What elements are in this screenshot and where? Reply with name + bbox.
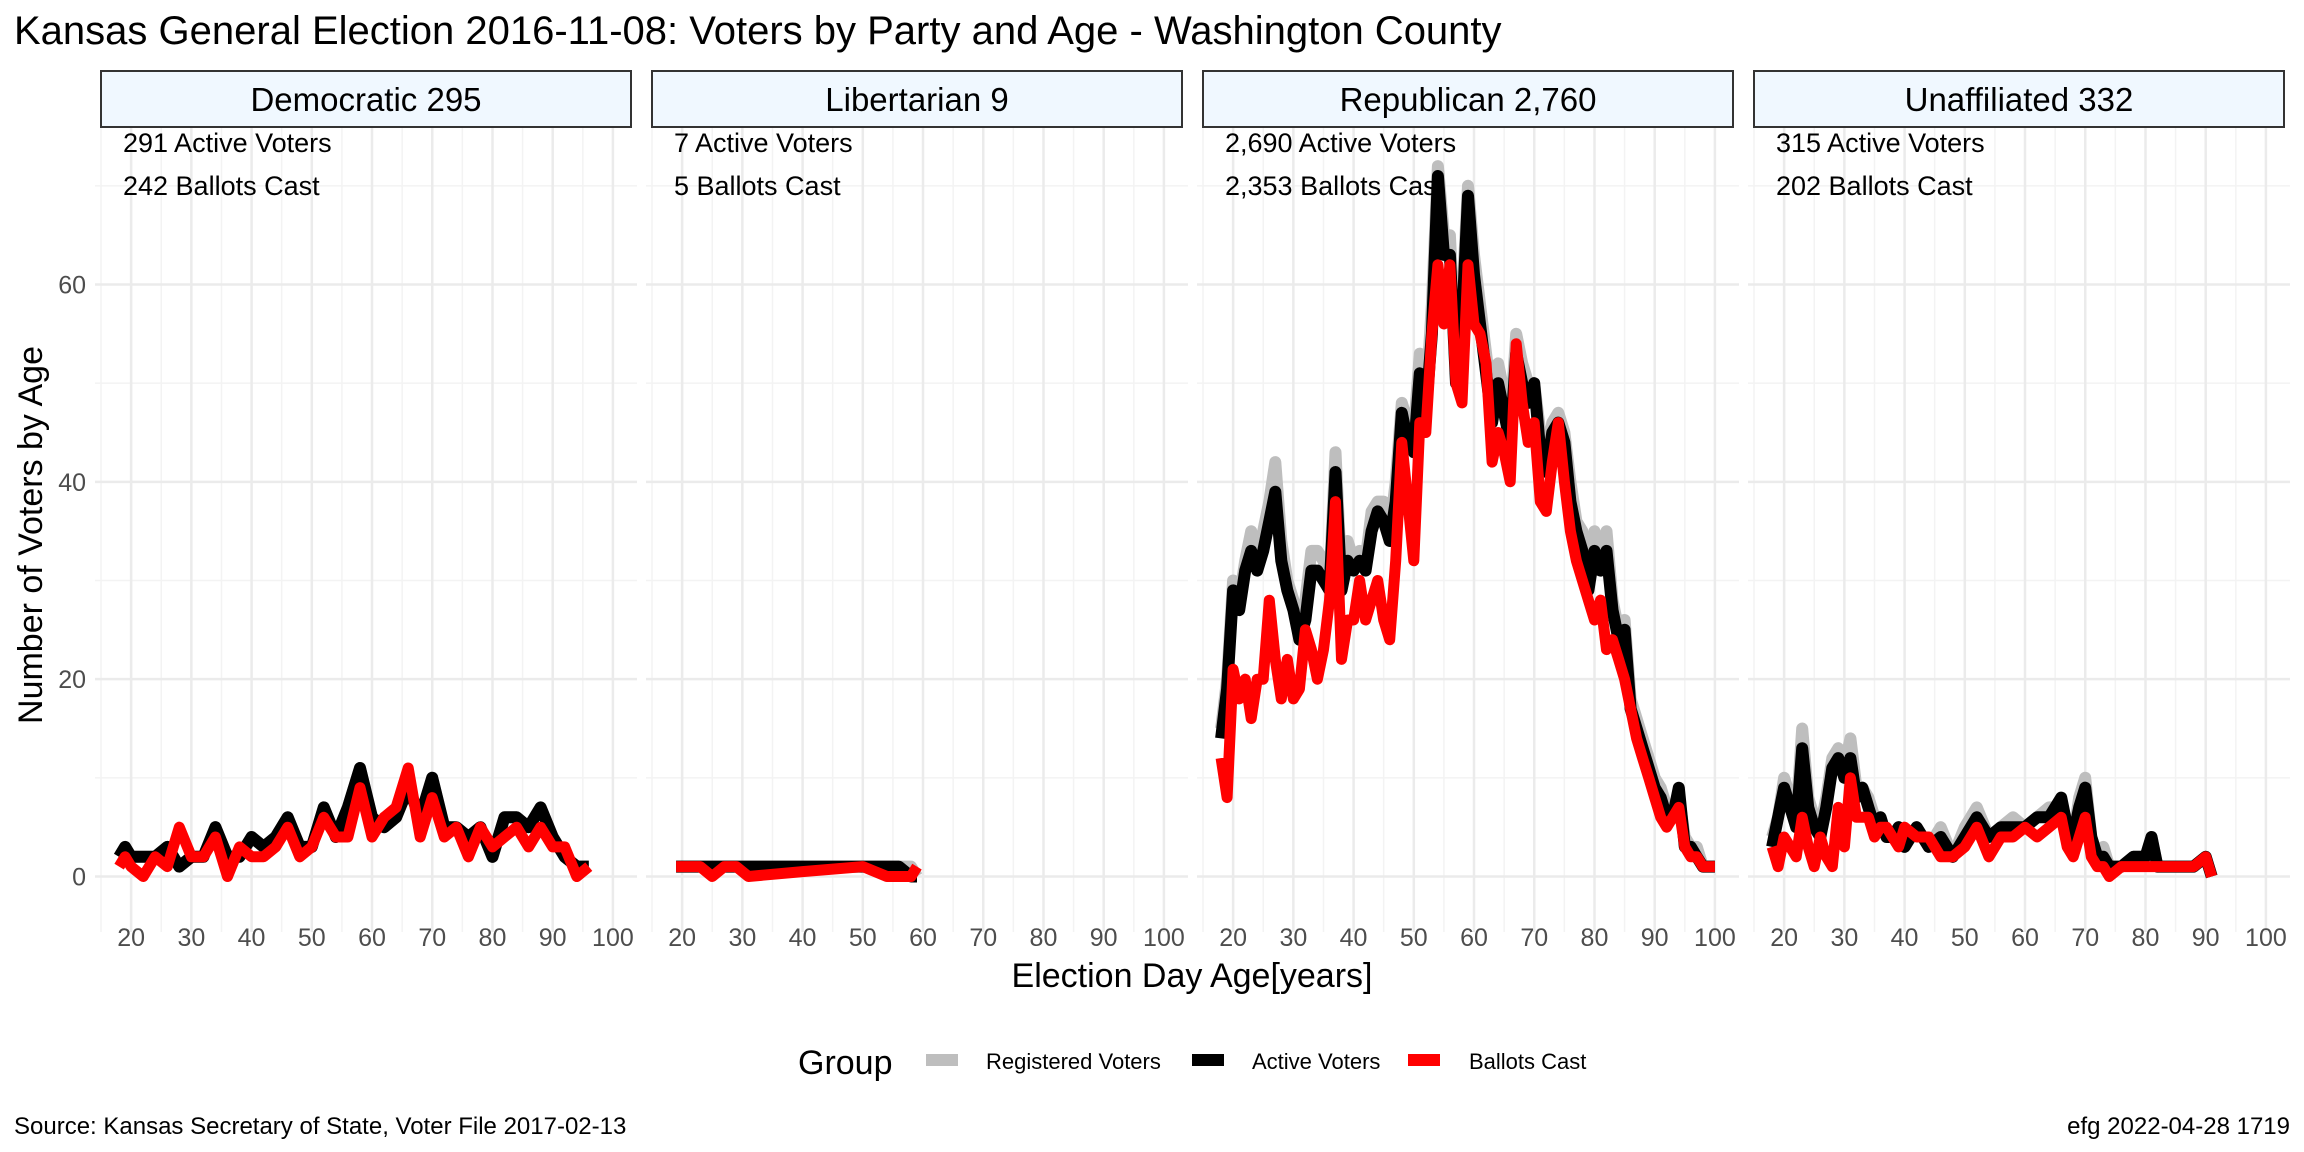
x-axis-label: Election Day Age[years]: [1012, 957, 1373, 995]
facet-strip-label: Unaffiliated 332: [1905, 81, 2134, 118]
x-tick-label: 40: [1340, 924, 1368, 952]
x-tick-label: 40: [238, 924, 266, 952]
x-tick-label: 100: [2245, 924, 2287, 952]
x-tick-label: 80: [1581, 924, 1609, 952]
facet-strip-label: Republican 2,760: [1340, 81, 1597, 118]
x-tick-label: 60: [2011, 924, 2039, 952]
legend-label: Active Voters: [1252, 1049, 1380, 1074]
facet-strip-label: Libertarian 9: [825, 81, 1008, 118]
x-tick-label: 70: [2071, 924, 2099, 952]
x-tick-label: 60: [1460, 924, 1488, 952]
legend-label: Registered Voters: [986, 1049, 1161, 1074]
x-tick-label: 90: [539, 924, 567, 952]
ballots-cast-note: 5 Ballots Cast: [674, 171, 841, 201]
series-line: [1215, 259, 1715, 873]
x-tick-label: 60: [909, 924, 937, 952]
series-line: [676, 861, 922, 882]
facet-panel: Unaffiliated 332 315 Active Voters 202 Bal…: [1748, 70, 2290, 952]
y-tick-label: 0: [72, 864, 86, 892]
x-tick-label: 80: [1030, 924, 1058, 952]
facet-strip: [100, 70, 632, 128]
x-tick-label: 100: [592, 924, 634, 952]
ballots-cast-note: 242 Ballots Cast: [123, 171, 320, 201]
x-tick-label: 20: [668, 924, 696, 952]
y-tick-label: 40: [58, 469, 86, 497]
ballots-cast-note: 2,353 Ballots Cast: [1225, 171, 1445, 201]
x-tick-label: 90: [2192, 924, 2220, 952]
x-tick-label: 50: [298, 924, 326, 952]
facet-panel: Democratic 295 291 Active Voters 242 Ballo…: [95, 70, 637, 952]
active-voters-note: 315 Active Voters: [1776, 128, 1985, 158]
x-tick-label: 80: [2132, 924, 2160, 952]
x-tick-label: 20: [117, 924, 145, 952]
x-tick-label: 40: [789, 924, 817, 952]
legend-label: Ballots Cast: [1469, 1049, 1586, 1074]
source-note: Source: Kansas Secretary of State, Voter…: [14, 1113, 626, 1140]
x-tick-label: 50: [1951, 924, 1979, 952]
facet-panel: Republican 2,760 2,690 Active Voters 2,353…: [1197, 70, 1739, 952]
x-tick-label: 30: [1279, 924, 1307, 952]
active-voters-note: 2,690 Active Voters: [1225, 128, 1456, 158]
facet-panels: Democratic 295 291 Active Voters 242 Ballo…: [58, 70, 2290, 952]
ballots-cast-note: 202 Ballots Cast: [1776, 171, 1973, 201]
x-tick-label: 20: [1219, 924, 1247, 952]
chart-title: Kansas General Election 2016-11-08: Vote…: [14, 9, 1502, 53]
active-voters-note: 7 Active Voters: [674, 128, 853, 158]
x-tick-label: 80: [479, 924, 507, 952]
facet-strip: [1753, 70, 2285, 128]
facet-strip-label: Democratic 295: [250, 81, 481, 118]
x-tick-label: 100: [1694, 924, 1736, 952]
credit-note: efg 2022-04-28 1719: [2067, 1113, 2290, 1140]
x-tick-label: 70: [418, 924, 446, 952]
x-tick-label: 20: [1770, 924, 1798, 952]
x-tick-label: 90: [1641, 924, 1669, 952]
y-tick-label: 60: [58, 272, 86, 300]
x-tick-label: 100: [1143, 924, 1185, 952]
y-tick-label: 20: [58, 666, 86, 694]
x-tick-label: 60: [358, 924, 386, 952]
x-tick-label: 30: [1830, 924, 1858, 952]
facet-strip: [651, 70, 1183, 128]
facet-panel: Libertarian 9 7 Active Voters 5 Ballots Ca…: [646, 70, 1188, 952]
x-tick-label: 50: [849, 924, 877, 952]
x-tick-label: 90: [1090, 924, 1118, 952]
series-line: [1766, 772, 2217, 882]
facet-strip: [1202, 70, 1734, 128]
x-tick-label: 30: [728, 924, 756, 952]
x-tick-label: 40: [1891, 924, 1919, 952]
x-tick-label: 70: [969, 924, 997, 952]
x-tick-label: 30: [177, 924, 205, 952]
x-tick-label: 70: [1520, 924, 1548, 952]
legend: Group Registered Voters Active Voters Ball…: [798, 1044, 1586, 1082]
x-tick-label: 50: [1400, 924, 1428, 952]
legend-title: Group: [798, 1044, 893, 1082]
y-axis-label: Number of Voters by Age: [12, 346, 50, 724]
active-voters-note: 291 Active Voters: [123, 128, 332, 158]
series-line: [114, 762, 593, 882]
